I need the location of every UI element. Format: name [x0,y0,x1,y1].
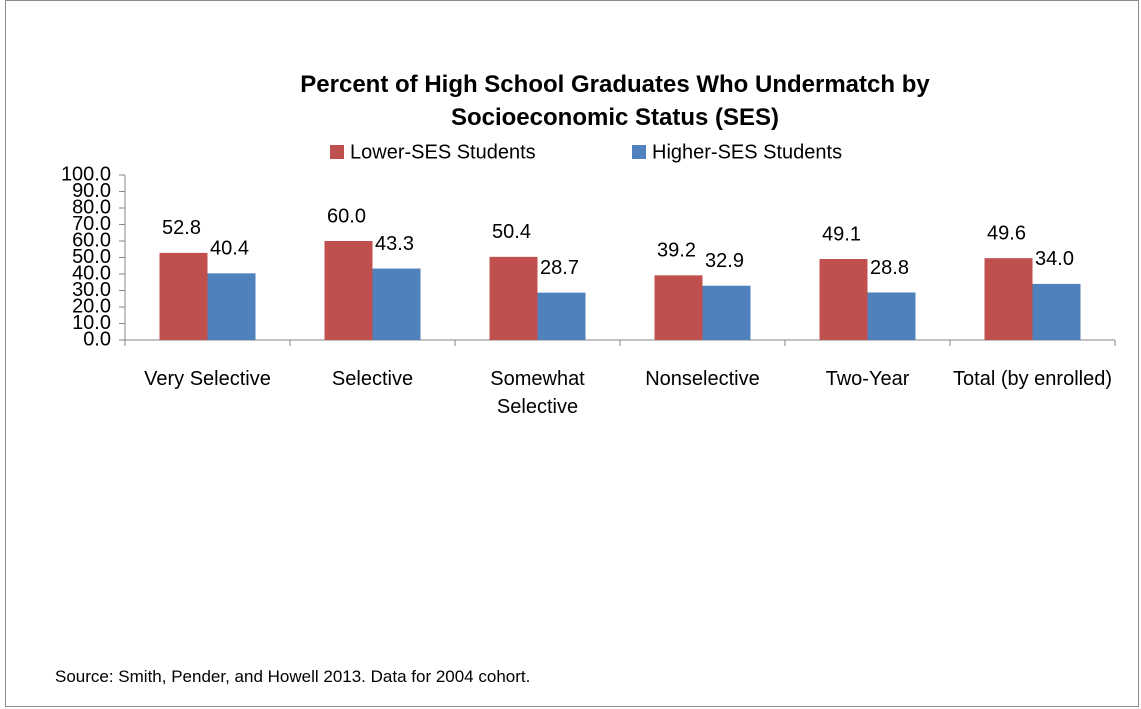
x-tick-label: Selective [331,368,414,390]
data-label: 60.0 [327,205,366,227]
data-label: 32.9 [705,250,744,272]
bar [207,273,256,340]
data-label: 52.8 [162,217,201,239]
x-tick-label: Total (by enrolled) [953,368,1112,390]
legend-swatch [632,145,646,159]
chart-title: Percent of High School Graduates Who Und… [300,71,930,131]
y-tick-label: 100.0 [61,163,111,185]
x-tick-label: Nonselective [645,368,760,390]
data-label: 49.6 [987,222,1026,244]
bar [984,258,1033,340]
bar [372,268,421,340]
data-label: 50.4 [492,221,531,243]
data-label: 28.8 [870,257,909,279]
data-label: 49.1 [822,223,861,245]
y-tick-label: 70.0 [72,213,111,235]
x-tick-label: Two-Year [825,368,910,390]
bar [537,292,586,340]
bar [654,275,703,340]
chart-frame [5,0,1139,707]
y-tick-label: 30.0 [72,279,111,301]
source-note: Source: Smith, Pender, and Howell 2013. … [55,667,531,686]
y-tick-label: 50.0 [72,246,111,268]
data-label: 28.7 [540,257,579,279]
legend-label: Higher-SES Students [652,141,842,163]
bar [324,241,373,340]
y-tick-label: 80.0 [72,196,111,218]
y-tick-label: 0.0 [83,328,111,350]
bar [867,292,916,340]
legend-label: Lower-SES Students [350,141,536,163]
data-label: 34.0 [1035,248,1074,270]
x-tick-label: Very Selective [144,368,271,390]
bar [702,285,751,340]
y-tick-label: 10.0 [72,312,111,334]
data-label: 40.4 [210,238,249,260]
bar [819,258,868,340]
x-tick-label: Somewhat Selective [490,368,585,418]
y-tick-label: 90.0 [72,180,111,202]
legend-swatch [330,145,344,159]
bar [159,252,208,340]
bar [1032,283,1081,340]
data-label: 39.2 [657,240,696,262]
y-tick-label: 60.0 [72,229,111,251]
y-tick-label: 40.0 [72,262,111,284]
y-tick-label: 20.0 [72,295,111,317]
bar [489,256,538,340]
data-label: 43.3 [375,233,414,255]
